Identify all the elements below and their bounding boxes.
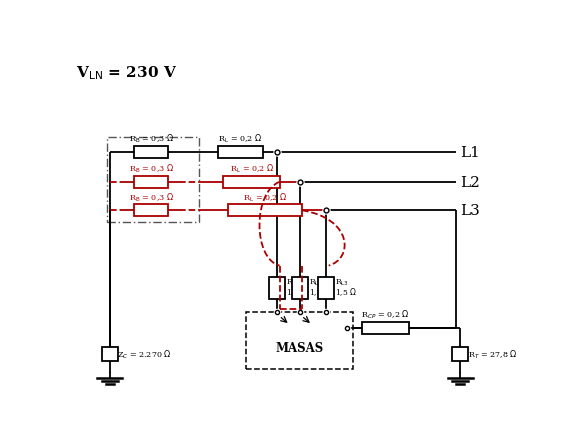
Bar (107, 137, 199, 223)
Text: 1,5 $\Omega$: 1,5 $\Omega$ (286, 286, 308, 297)
Bar (362, 322, 409, 334)
Text: R$_{\rm L2}$: R$_{\rm L2}$ (309, 277, 323, 288)
Text: R$_{\rm L1}$: R$_{\rm L1}$ (286, 277, 300, 288)
Bar (228, 205, 302, 217)
Bar (218, 146, 263, 158)
Text: R$_{\rm L}$ = 0,2 $\Omega$: R$_{\rm L}$ = 0,2 $\Omega$ (218, 132, 263, 145)
Text: 1,5 $\Omega$: 1,5 $\Omega$ (335, 286, 358, 297)
Bar (135, 176, 168, 188)
Bar (452, 347, 468, 361)
Text: R$_T$ = 27,8 $\Omega$: R$_T$ = 27,8 $\Omega$ (468, 348, 517, 360)
Text: R$_{\rm L3}$: R$_{\rm L3}$ (335, 277, 349, 288)
Text: Z$_C$ = 2.270 $\Omega$: Z$_C$ = 2.270 $\Omega$ (117, 348, 172, 360)
Bar (246, 313, 353, 370)
Text: R$_{\rm B}$ = 0,3 $\Omega$: R$_{\rm B}$ = 0,3 $\Omega$ (128, 132, 174, 145)
Bar (291, 278, 308, 299)
Text: MASAS: MASAS (275, 342, 324, 355)
Bar (319, 278, 335, 299)
Text: L1: L1 (460, 145, 480, 159)
Text: R$_{\rm B}$ = 0,3 $\Omega$: R$_{\rm B}$ = 0,3 $\Omega$ (128, 191, 174, 204)
Text: V$_{\rm LN}$ = 230 V: V$_{\rm LN}$ = 230 V (77, 64, 177, 82)
Bar (135, 146, 168, 158)
Text: R$_{\rm L}$ = 0,2 $\Omega$: R$_{\rm L}$ = 0,2 $\Omega$ (229, 163, 274, 175)
Bar (135, 205, 168, 217)
Text: L3: L3 (460, 204, 480, 218)
Bar (102, 347, 118, 361)
Text: L2: L2 (460, 175, 480, 189)
Text: R$_{\rm L}$ = 0,2 $\Omega$: R$_{\rm L}$ = 0,2 $\Omega$ (243, 191, 287, 204)
Bar (223, 176, 281, 188)
Text: R$_{\rm B}$ = 0,3 $\Omega$: R$_{\rm B}$ = 0,3 $\Omega$ (128, 163, 174, 175)
Bar (270, 278, 285, 299)
Text: R$_{CP}$ = 0,2 $\Omega$: R$_{CP}$ = 0,2 $\Omega$ (361, 308, 410, 320)
Text: 1,5 $\Omega$: 1,5 $\Omega$ (309, 286, 331, 297)
